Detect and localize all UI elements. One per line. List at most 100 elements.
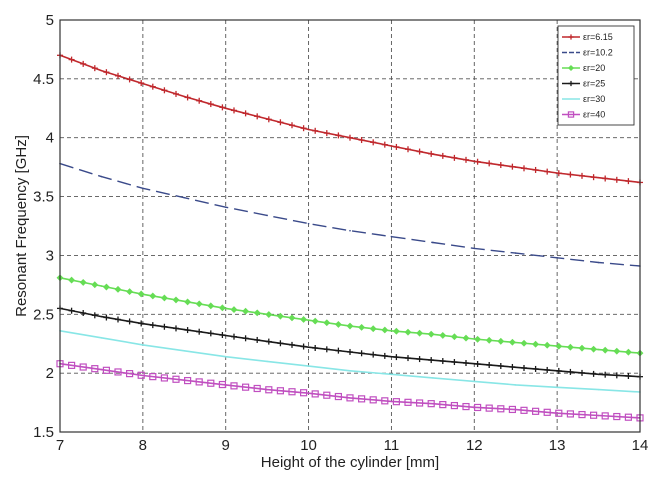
x-tick-label: 11 <box>384 437 400 454</box>
series-marker <box>242 383 250 391</box>
series-marker <box>427 400 435 408</box>
x-tick-label: 12 <box>466 437 483 454</box>
data-point <box>307 128 310 131</box>
series-marker <box>532 340 540 348</box>
series-marker <box>474 403 482 412</box>
series-marker <box>265 116 272 123</box>
series-marker <box>311 390 319 398</box>
series-layer <box>56 52 644 422</box>
series-marker <box>567 368 574 375</box>
data-point <box>556 386 558 389</box>
series-marker <box>195 300 203 308</box>
series-marker <box>80 310 87 317</box>
series-marker <box>218 380 226 389</box>
series-marker <box>207 330 214 337</box>
series-marker <box>125 370 134 378</box>
series-marker <box>115 72 121 79</box>
series-marker <box>219 104 226 111</box>
series-marker <box>485 336 493 344</box>
data-point <box>183 196 186 199</box>
series-4 <box>57 305 643 380</box>
series-marker <box>335 132 342 139</box>
series-marker <box>416 356 423 363</box>
series-marker <box>207 302 215 310</box>
series-line <box>59 307 641 378</box>
data-point <box>224 355 227 358</box>
data-point <box>597 348 600 351</box>
data-point <box>100 337 103 339</box>
data-point <box>349 397 351 399</box>
series-marker <box>393 354 400 361</box>
series-line <box>59 362 641 419</box>
series-marker <box>625 178 632 185</box>
series-marker <box>613 176 620 183</box>
series-marker <box>578 410 586 419</box>
series-marker <box>160 374 168 382</box>
series-marker <box>451 359 458 366</box>
series-marker <box>497 362 504 369</box>
series-marker <box>405 146 411 153</box>
series-marker <box>358 395 366 403</box>
legend-label: εr=6.15 <box>583 32 613 42</box>
series-marker <box>625 373 632 380</box>
series-marker <box>312 127 319 134</box>
series-marker <box>346 322 354 330</box>
series-marker <box>521 364 527 371</box>
data-point <box>390 400 393 403</box>
series-marker <box>207 379 215 387</box>
series-marker <box>137 371 145 379</box>
data-point <box>100 285 103 287</box>
series-marker <box>126 318 133 325</box>
data-point <box>556 256 558 259</box>
series-marker <box>149 373 157 381</box>
y-tick-label: 2.5 <box>33 306 54 323</box>
series-marker <box>463 156 469 163</box>
series-marker <box>497 405 505 413</box>
series-marker <box>115 316 121 323</box>
legend-label: εr=20 <box>583 63 605 73</box>
series-marker <box>231 107 237 114</box>
data-point <box>390 329 393 332</box>
data-point <box>390 373 393 376</box>
legend-item: εr=6.15 <box>562 32 613 42</box>
series-marker <box>68 56 75 63</box>
series-marker <box>67 361 76 369</box>
legend-label: εr=40 <box>583 110 605 120</box>
data-point <box>597 373 600 376</box>
series-marker <box>242 307 250 315</box>
data-point <box>432 241 434 244</box>
series-marker <box>462 334 470 342</box>
series-marker <box>323 130 330 137</box>
series-marker <box>543 341 551 349</box>
series-marker <box>347 348 353 355</box>
series-marker <box>265 386 273 394</box>
data-point <box>266 360 268 363</box>
series-marker <box>114 368 122 376</box>
data-point <box>514 384 517 386</box>
y-tick-label: 4 <box>46 130 54 147</box>
series-marker <box>149 292 157 300</box>
data-point <box>432 402 434 405</box>
series-6 <box>56 360 644 422</box>
series-marker <box>381 326 389 334</box>
x-tick-label: 8 <box>139 437 147 454</box>
legend: εr=6.15 εr=10.2 εr=20 εr=25 εr=30 εr=40 <box>557 25 635 126</box>
series-marker <box>91 312 98 319</box>
x-tick-label: 9 <box>222 437 230 454</box>
series-marker <box>579 369 585 376</box>
series-marker <box>253 309 261 317</box>
series-marker <box>347 134 353 141</box>
series-marker <box>195 378 203 386</box>
y-axis-label: Resonant Frequency [GHz] <box>13 135 30 317</box>
data-point <box>473 247 476 250</box>
series-marker <box>520 339 528 347</box>
series-marker <box>404 328 412 336</box>
series-marker <box>323 391 331 399</box>
data-point <box>307 392 310 394</box>
series-marker <box>544 168 551 175</box>
series-marker <box>334 320 342 328</box>
y-tick-label: 5 <box>46 12 54 29</box>
series-marker <box>300 389 308 397</box>
legend-marker <box>568 80 574 87</box>
series-marker <box>265 338 272 345</box>
